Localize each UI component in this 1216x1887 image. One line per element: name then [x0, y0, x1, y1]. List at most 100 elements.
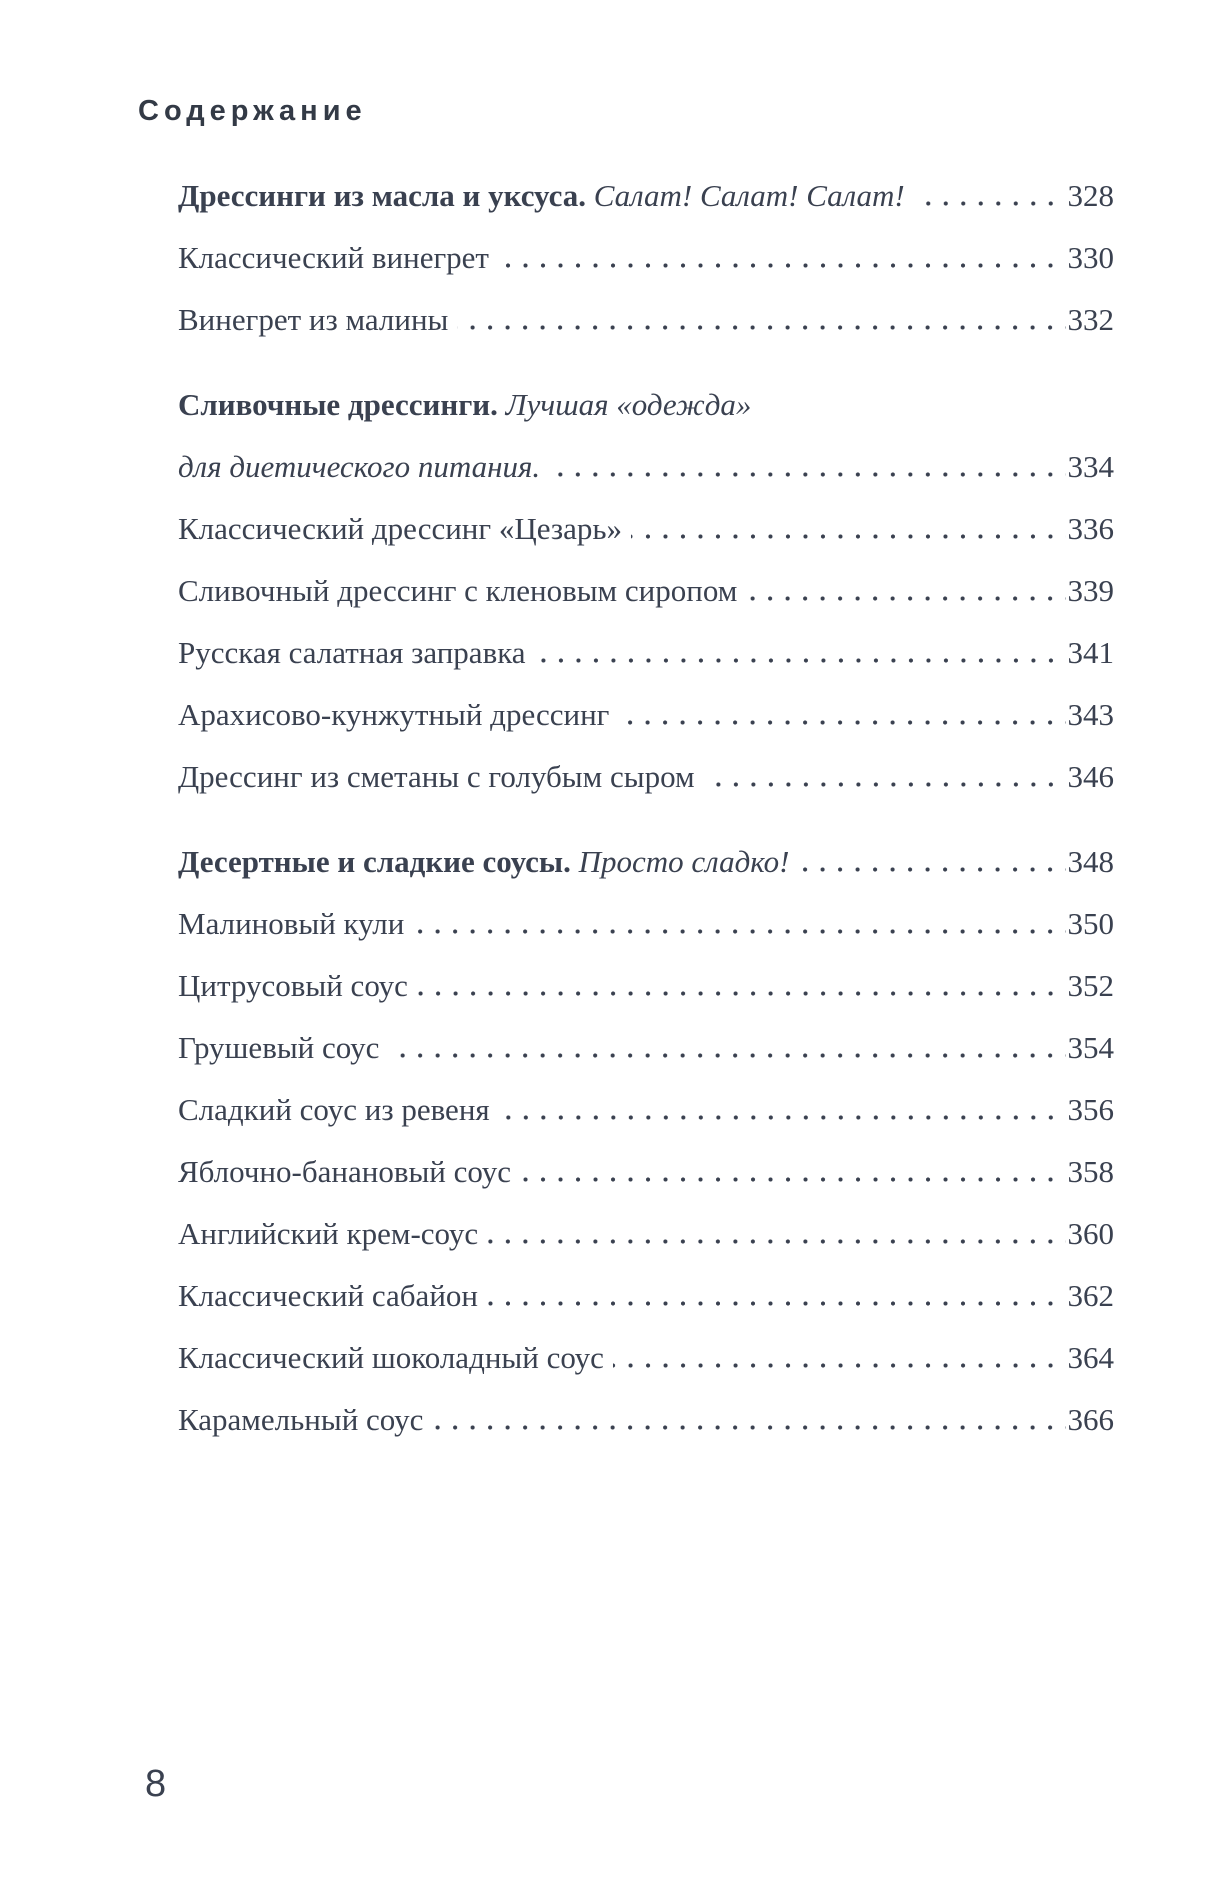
toc-entry-page: 343	[1067, 697, 1115, 732]
toc-dotted-leader	[388, 1053, 1066, 1058]
toc-entry: Сливочные дрессинги. Лучшая «одежда»	[178, 374, 1114, 436]
toc-dotted-leader	[549, 472, 1066, 477]
toc-entry-title: Дрессинги из масла и уксуса. Салат! Сала…	[178, 165, 905, 227]
entry-subtitle: Просто сладко!	[578, 844, 790, 879]
toc-dotted-leader	[746, 596, 1066, 601]
toc-entry: Русская салатная заправка 341	[178, 622, 1114, 684]
entry-recipe-name: Классический сабайон	[178, 1278, 478, 1313]
entry-subtitle: Салат! Салат! Салат!	[593, 178, 905, 213]
entry-recipe-name: Классический винегрет	[178, 240, 489, 275]
toc-entry-title: Малиновый кули	[178, 893, 404, 955]
toc-entry: Яблочно-банановый соус 358	[178, 1141, 1114, 1203]
entry-subtitle: Лучшая «одежда»	[505, 387, 752, 422]
toc-entry: Карамельный соус 366	[178, 1389, 1114, 1451]
entry-recipe-name: Цитрусовый соус	[178, 968, 408, 1003]
toc-entry-title: Сливочные дрессинги. Лучшая «одежда»	[178, 374, 751, 436]
toc-dotted-leader	[519, 1177, 1066, 1182]
toc-entry-page: 348	[1067, 844, 1115, 879]
toc-entry: Дрессинг из сметаны с голубым сыром 346	[178, 746, 1114, 808]
toc-entry: Винегрет из малины 332	[178, 289, 1114, 351]
entry-recipe-name: Арахисово-кунжутный дрессинг	[178, 697, 610, 732]
entry-section-name: Дрессинги из масла и уксуса.	[178, 178, 586, 213]
toc-entry: Дрессинги из масла и уксуса. Салат! Сала…	[178, 165, 1114, 227]
toc-entry-title: Десертные и сладкие соусы. Просто сладко…	[178, 831, 789, 893]
entry-recipe-name: Английский крем-соус	[178, 1216, 479, 1251]
toc-entry-title: Карамельный соус	[178, 1389, 423, 1451]
toc-entry: Классический дрессинг «Цезарь» 336	[178, 498, 1114, 560]
toc-entry-title: Русская салатная заправка	[178, 622, 526, 684]
toc-entry-title: Яблочно-банановый соус	[178, 1141, 511, 1203]
toc-entry: для диетического питания. 334	[178, 436, 1114, 498]
toc-entry-page: 354	[1067, 1030, 1115, 1065]
toc-entry: Арахисово-кунжутный дрессинг 343	[178, 684, 1114, 746]
toc-entry-page: 334	[1067, 449, 1115, 484]
toc-dotted-leader	[432, 1425, 1066, 1430]
toc-entry-page: 356	[1067, 1092, 1115, 1127]
toc-entry-title: Винегрет из малины	[178, 289, 448, 351]
toc-entry: Цитрусовый соус 352	[178, 955, 1114, 1017]
toc-dotted-leader	[703, 782, 1066, 787]
entry-recipe-name: Винегрет из малины	[178, 302, 449, 337]
toc-dotted-leader	[631, 534, 1066, 539]
toc-dotted-leader	[487, 1301, 1066, 1306]
toc-entry: Сладкий соус из ревеня 356	[178, 1079, 1114, 1141]
toc-entry-title: Классический дрессинг «Цезарь»	[178, 498, 622, 560]
entry-subtitle: для диетического питания.	[178, 449, 541, 484]
toc-dotted-leader	[534, 658, 1066, 663]
toc-entry-page: 358	[1067, 1154, 1115, 1189]
toc-entry-page: 364	[1067, 1340, 1115, 1375]
toc-entry-page: 360	[1067, 1216, 1115, 1251]
toc-entry-title: Сливочный дрессинг с кленовым сиропом	[178, 560, 737, 622]
entry-section-name: Десертные и сладкие соусы.	[178, 844, 571, 879]
toc-entry: Грушевый соус 354	[178, 1017, 1114, 1079]
toc-entry: Английский крем-соус 360	[178, 1203, 1114, 1265]
entry-recipe-name: Дрессинг из сметаны с голубым сыром	[178, 759, 695, 794]
entry-recipe-name: Грушевый соус	[178, 1030, 380, 1065]
toc-entry-title: Дрессинг из сметаны с голубым сыром	[178, 746, 695, 808]
toc-entry: Классический шоколадный соус 364	[178, 1327, 1114, 1389]
toc-entry-title: Цитрусовый соус	[178, 955, 408, 1017]
toc-entry: Классический винегрет 330	[178, 227, 1114, 289]
toc-entry-page: 366	[1067, 1402, 1115, 1437]
toc-dotted-leader	[798, 867, 1066, 872]
entry-recipe-name: Русская салатная заправка	[178, 635, 526, 670]
folio-page-number: 8	[145, 1763, 167, 1805]
toc-entry-page: 332	[1067, 302, 1115, 337]
toc-entry-title: Классический шоколадный соус	[178, 1327, 604, 1389]
toc-dotted-leader	[487, 1239, 1066, 1244]
toc-entry-page: 350	[1067, 906, 1115, 941]
entry-section-name: Сливочные дрессинги.	[178, 387, 498, 422]
toc-entry-title: для диетического питания.	[178, 436, 540, 498]
toc-entry-page: 336	[1067, 511, 1115, 546]
toc-entry: Малиновый кули 350	[178, 893, 1114, 955]
entry-recipe-name: Малиновый кули	[178, 906, 405, 941]
toc-entry-page: 328	[1067, 178, 1115, 213]
toc-entry-page: 362	[1067, 1278, 1115, 1313]
toc-entry-page: 341	[1067, 635, 1115, 670]
toc-entry: Сливочный дрессинг с кленовым сиропом 33…	[178, 560, 1114, 622]
toc-entry-title: Английский крем-соус	[178, 1203, 478, 1265]
toc-dotted-leader	[498, 1115, 1066, 1120]
toc-list: Дрессинги из масла и уксуса. Салат! Сала…	[178, 165, 1114, 1451]
entry-recipe-name: Сливочный дрессинг с кленовым сиропом	[178, 573, 738, 608]
toc-dotted-leader	[618, 720, 1066, 725]
entry-recipe-name: Классический шоколадный соус	[178, 1340, 604, 1375]
entry-recipe-name: Сладкий соус из ревеня	[178, 1092, 490, 1127]
toc-entry-title: Сладкий соус из ревеня	[178, 1079, 490, 1141]
toc-entry-page: 330	[1067, 240, 1115, 275]
toc-entry-page: 352	[1067, 968, 1115, 1003]
toc-dotted-leader	[416, 991, 1066, 996]
toc-dotted-leader	[497, 263, 1066, 268]
toc-entry: Классический сабайон 362	[178, 1265, 1114, 1327]
contents-heading: Содержание	[138, 95, 367, 127]
entry-recipe-name: Классический дрессинг «Цезарь»	[178, 511, 623, 546]
entry-recipe-name: Карамельный соус	[178, 1402, 424, 1437]
toc-entry-page: 339	[1067, 573, 1115, 608]
toc-entry-title: Классический сабайон	[178, 1265, 478, 1327]
toc-dotted-leader	[612, 1363, 1066, 1368]
toc-entry-page: 346	[1067, 759, 1115, 794]
toc-entry-title: Грушевый соус	[178, 1017, 379, 1079]
toc-dotted-leader	[913, 201, 1066, 206]
toc-dotted-leader	[413, 929, 1066, 934]
